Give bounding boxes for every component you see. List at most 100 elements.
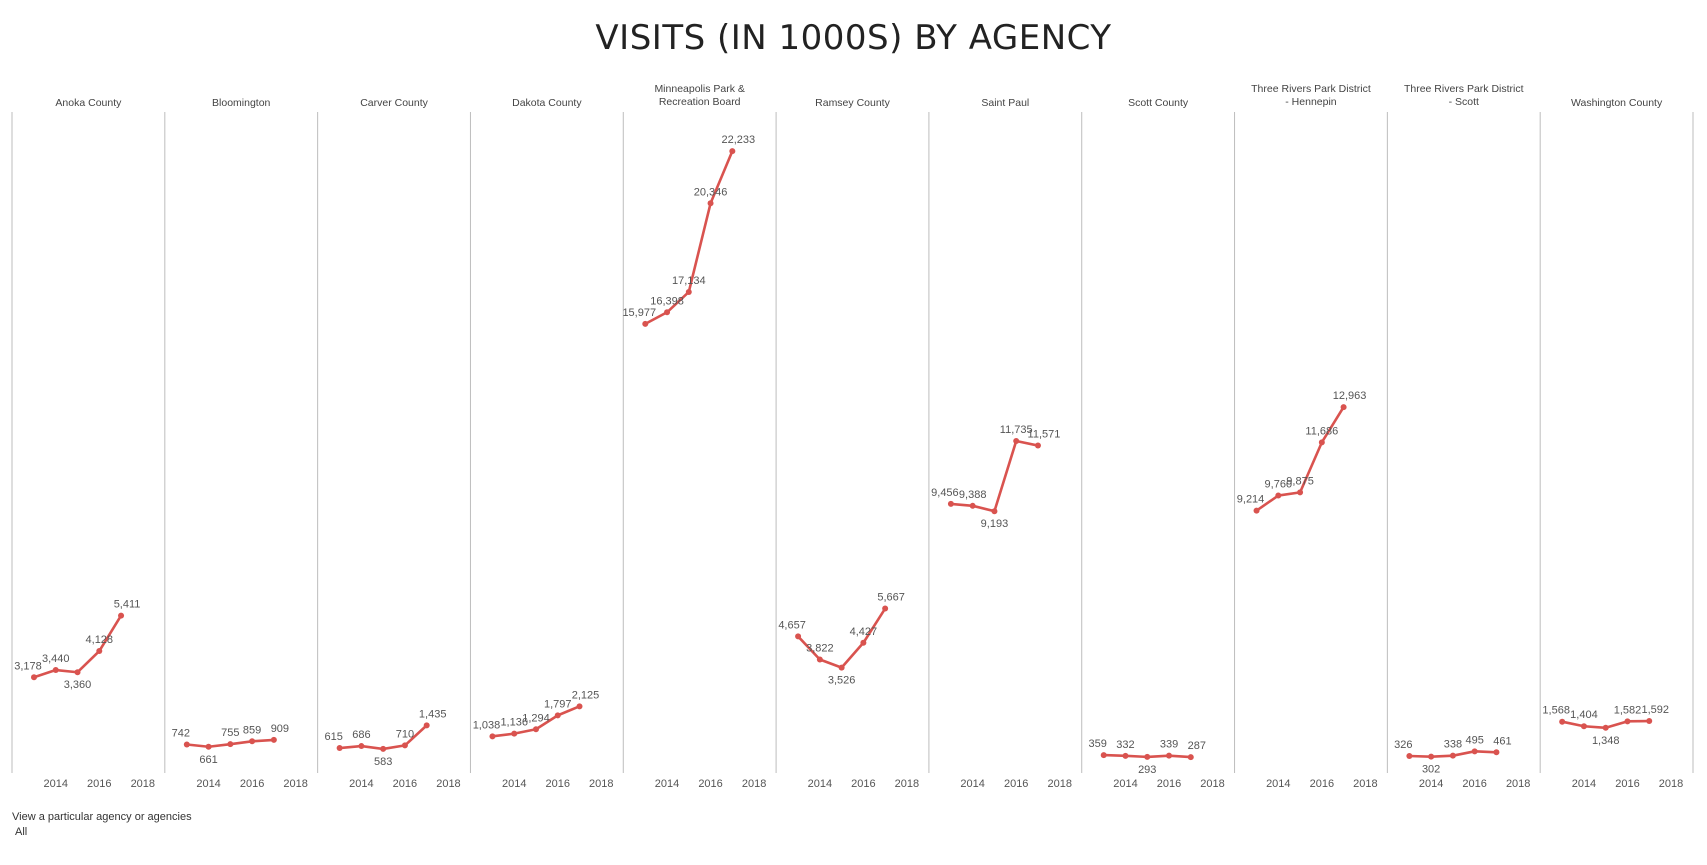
x-tick-label: 2014 (349, 778, 373, 790)
data-point (52, 667, 59, 674)
data-point (1646, 718, 1653, 725)
x-tick-label: 2016 (851, 778, 875, 790)
x-tick-label: 2014 (1266, 778, 1290, 790)
data-point (1034, 442, 1041, 449)
data-point (31, 674, 37, 681)
x-tick-label: 2014 (960, 778, 984, 790)
panel-header: - Scott (1449, 96, 1479, 108)
data-point (1624, 718, 1631, 725)
x-tick-label: 2014 (1572, 778, 1596, 790)
data-label: 22,233 (721, 134, 755, 146)
x-tick-label: 2014 (655, 778, 679, 790)
x-tick-label: 2016 (87, 778, 111, 790)
x-tick-label: 2016 (1004, 778, 1028, 790)
data-point (1166, 752, 1173, 759)
x-tick-label: 2016 (546, 778, 570, 790)
data-point (860, 639, 867, 646)
data-point (685, 288, 692, 295)
data-label: 5,667 (877, 592, 905, 604)
data-label: 3,526 (828, 675, 856, 687)
filter-label: View a particular agency or agencies (12, 811, 192, 823)
data-point (1275, 492, 1282, 499)
x-tick-label: 2018 (1047, 778, 1071, 790)
series-line (33, 614, 123, 679)
data-point (882, 605, 889, 612)
x-tick-label: 2018 (1659, 778, 1683, 790)
data-label: 461 (1493, 735, 1511, 747)
data-label: 11,571 (1028, 429, 1061, 441)
data-point (1340, 404, 1347, 411)
data-label: 9,875 (1286, 475, 1314, 487)
data-point (707, 200, 714, 207)
x-tick-label: 2014 (502, 778, 526, 790)
data-point (838, 664, 845, 671)
x-tick-label: 2016 (1615, 778, 1639, 790)
x-tick-label: 2018 (1200, 778, 1224, 790)
data-label: 332 (1116, 739, 1134, 751)
x-tick-label: 2016 (1462, 778, 1486, 790)
data-label: 9,388 (959, 489, 987, 501)
data-point (642, 320, 649, 327)
data-point (336, 745, 343, 752)
data-label: 16,398 (650, 295, 684, 307)
data-point (270, 736, 277, 743)
x-tick-label: 2016 (1310, 778, 1334, 790)
data-point (795, 633, 802, 640)
data-label: 20,346 (694, 186, 728, 198)
x-tick-label: 2014 (1113, 778, 1137, 790)
data-label: 5,411 (114, 599, 141, 611)
panel-header: Three Rivers Park District (1251, 83, 1371, 95)
data-point (1428, 753, 1435, 760)
data-label: 9,760 (1265, 479, 1293, 491)
data-label: 11,735 (1000, 424, 1033, 436)
data-label: 339 (1160, 739, 1178, 751)
x-tick-label: 2018 (742, 778, 766, 790)
data-label: 326 (1394, 739, 1412, 751)
data-point (1297, 489, 1304, 496)
data-label: 11,686 (1305, 425, 1338, 437)
data-point (1449, 752, 1456, 759)
data-label: 4,427 (850, 626, 878, 638)
data-label: 495 (1465, 734, 1483, 746)
x-tick-label: 2014 (1419, 778, 1443, 790)
panel-header: Minneapolis Park & (654, 83, 744, 95)
x-tick-label: 2014 (196, 778, 220, 790)
data-label: 1,404 (1570, 709, 1598, 721)
chart-title: VISITS (IN 1000S) BY AGENCY (595, 18, 1112, 58)
x-tick-label: 2018 (895, 778, 919, 790)
data-label: 1,136 (500, 717, 528, 729)
data-point (664, 309, 671, 316)
data-label: 755 (221, 727, 239, 739)
data-point (1471, 748, 1478, 755)
x-tick-label: 2018 (283, 778, 307, 790)
agency-filter-dropdown[interactable]: All (15, 826, 28, 838)
data-label: 15,977 (622, 307, 656, 319)
data-label: 1,294 (522, 712, 550, 724)
data-label: 9,456 (931, 487, 959, 499)
data-point (423, 722, 430, 729)
data-label: 1,038 (473, 719, 501, 731)
data-point (1318, 439, 1325, 446)
data-label: 909 (271, 723, 289, 735)
data-label: 1,797 (544, 698, 572, 710)
data-label: 583 (374, 756, 392, 768)
panel-header: Ramsey County (815, 97, 890, 109)
data-label: 742 (172, 728, 190, 740)
panel-header: Scott County (1128, 97, 1189, 109)
data-point (969, 502, 976, 509)
data-label: 1,348 (1592, 735, 1620, 747)
data-point (1187, 754, 1194, 761)
data-label: 1,435 (419, 708, 447, 720)
data-point (532, 726, 539, 733)
data-label: 3,178 (14, 660, 42, 672)
x-tick-label: 2016 (698, 778, 722, 790)
data-point (380, 745, 387, 752)
data-point (227, 741, 234, 748)
data-point (729, 148, 736, 155)
x-tick-label: 2014 (808, 778, 832, 790)
x-tick-label: 2016 (240, 778, 264, 790)
data-label: 3,360 (64, 679, 92, 691)
data-point (1559, 718, 1566, 725)
data-label: 4,128 (86, 634, 114, 646)
